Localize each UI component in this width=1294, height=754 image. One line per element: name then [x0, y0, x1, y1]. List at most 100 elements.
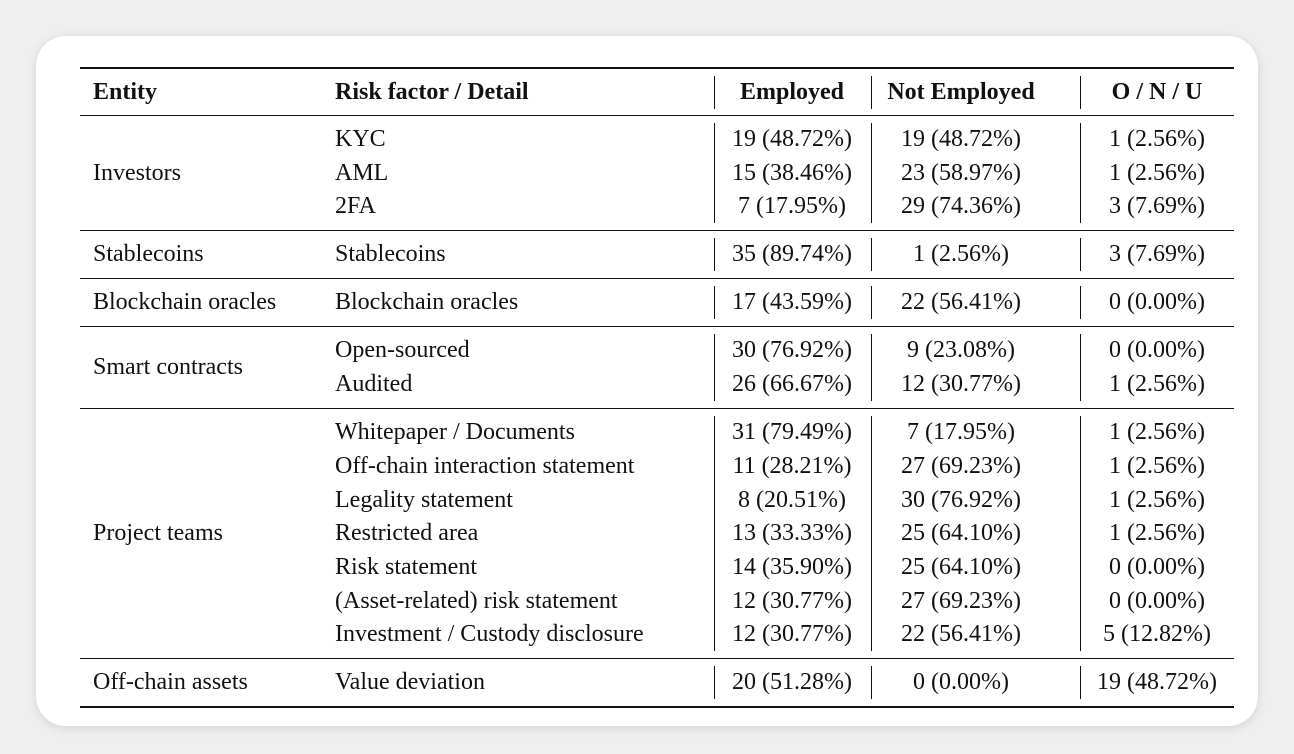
detail-cell: Restricted area [335, 520, 479, 547]
rule [80, 115, 1234, 116]
entity-cell: Blockchain oracles [93, 289, 277, 316]
value-cell: 23 (58.97%) [901, 159, 1021, 186]
value-cell: 13 (33.33%) [732, 520, 852, 547]
value-cell: 26 (66.67%) [732, 371, 852, 398]
value-cell: 27 (69.23%) [901, 452, 1021, 479]
detail-cell: Open-sourced [335, 337, 470, 364]
value-cell: 31 (79.49%) [732, 419, 852, 446]
column-divider [871, 334, 872, 402]
column-divider [714, 76, 715, 109]
column-divider [1080, 123, 1081, 224]
column-divider [1080, 416, 1081, 652]
table-card [36, 36, 1258, 726]
column-divider [714, 238, 715, 272]
rule [80, 658, 1234, 660]
value-cell: 3 (7.69%) [1109, 241, 1205, 268]
rule [80, 230, 1234, 232]
column-divider [714, 334, 715, 402]
value-cell: 1 (2.56%) [1109, 452, 1205, 479]
column-divider [871, 123, 872, 224]
column-divider [871, 238, 872, 272]
entity-cell: Project teams [93, 520, 223, 547]
value-cell: 11 (28.21%) [732, 452, 852, 479]
rule [80, 706, 1234, 709]
value-cell: 0 (0.00%) [1109, 553, 1205, 580]
detail-cell: Whitepaper / Documents [335, 419, 575, 446]
value-cell: 19 (48.72%) [901, 126, 1021, 152]
detail-cell: (Asset-related) risk statement [335, 587, 618, 614]
value-cell: 0 (0.00%) [1109, 337, 1205, 364]
column-divider [1080, 286, 1081, 320]
value-cell: 12 (30.77%) [901, 371, 1021, 398]
value-cell: 3 (7.69%) [1109, 193, 1205, 220]
header-cell: O / N / U [1111, 79, 1203, 105]
detail-cell: Stablecoins [335, 241, 446, 268]
rule [80, 278, 1234, 280]
detail-cell: 2FA [335, 193, 376, 220]
header-cell: Risk factor / Detail [335, 79, 529, 105]
value-cell: 22 (56.41%) [901, 289, 1021, 316]
value-cell: 0 (0.00%) [1109, 289, 1205, 316]
column-divider [714, 123, 715, 224]
column-divider [714, 416, 715, 652]
header-cell: Employed [739, 79, 845, 105]
entity-cell: Investors [93, 159, 181, 186]
value-cell: 12 (30.77%) [732, 621, 852, 648]
value-cell: 17 (43.59%) [732, 289, 852, 316]
value-cell: 19 (48.72%) [1097, 669, 1217, 696]
value-cell: 0 (0.00%) [913, 669, 1009, 696]
rule [80, 326, 1234, 328]
detail-cell: Value deviation [335, 669, 485, 696]
value-cell: 29 (74.36%) [901, 193, 1021, 220]
value-cell: 30 (76.92%) [901, 486, 1021, 513]
value-cell: 12 (30.77%) [732, 587, 852, 614]
value-cell: 20 (51.28%) [732, 669, 852, 696]
value-cell: 1 (2.56%) [1109, 419, 1205, 446]
column-divider [1080, 666, 1081, 700]
column-divider [871, 416, 872, 652]
column-divider [1080, 334, 1081, 402]
value-cell: 1 (2.56%) [1109, 159, 1205, 186]
column-divider [871, 76, 872, 109]
detail-cell: Risk statement [335, 553, 477, 580]
detail-cell: KYC [335, 126, 386, 152]
value-cell: 1 (2.56%) [1109, 126, 1205, 152]
rule [80, 408, 1234, 410]
value-cell: 7 (17.95%) [907, 419, 1015, 446]
column-divider [1080, 76, 1081, 109]
value-cell: 14 (35.90%) [732, 553, 852, 580]
column-divider [871, 666, 872, 700]
detail-cell: AML [335, 159, 389, 186]
detail-cell: Audited [335, 371, 413, 398]
column-divider [714, 666, 715, 700]
detail-cell: Blockchain oracles [335, 289, 519, 316]
value-cell: 22 (56.41%) [901, 621, 1021, 648]
entity-cell: Off-chain assets [93, 669, 248, 696]
value-cell: 0 (0.00%) [1109, 587, 1205, 614]
entity-cell: Smart contracts [93, 354, 243, 381]
value-cell: 1 (2.56%) [913, 241, 1009, 268]
header-cell: Entity [93, 79, 158, 105]
value-cell: 27 (69.23%) [901, 587, 1021, 614]
value-cell: 25 (64.10%) [901, 520, 1021, 547]
value-cell: 7 (17.95%) [738, 193, 846, 220]
value-cell: 15 (38.46%) [732, 159, 852, 186]
value-cell: 1 (2.56%) [1109, 486, 1205, 513]
value-cell: 5 (12.82%) [1103, 621, 1211, 648]
header-cell: Not Employed [887, 79, 1035, 105]
rule [80, 67, 1234, 69]
value-cell: 30 (76.92%) [732, 337, 852, 364]
value-cell: 9 (23.08%) [907, 337, 1015, 364]
column-divider [871, 286, 872, 320]
value-cell: 8 (20.51%) [738, 486, 846, 513]
detail-cell: Legality statement [335, 486, 513, 513]
column-divider [714, 286, 715, 320]
detail-cell: Investment / Custody disclosure [335, 621, 644, 648]
entity-cell: Stablecoins [93, 241, 204, 268]
value-cell: 25 (64.10%) [901, 553, 1021, 580]
value-cell: 1 (2.56%) [1109, 371, 1205, 398]
value-cell: 35 (89.74%) [732, 241, 852, 268]
value-cell: 1 (2.56%) [1109, 520, 1205, 547]
detail-cell: Off-chain interaction statement [335, 452, 635, 479]
